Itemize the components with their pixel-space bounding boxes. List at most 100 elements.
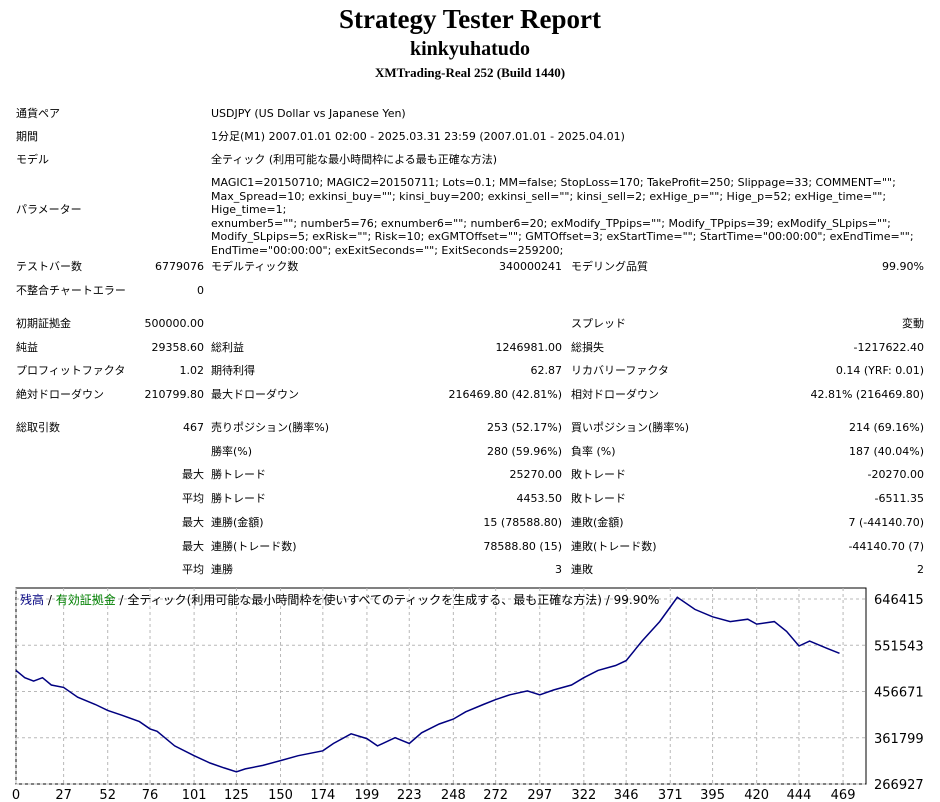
loss-rate-label: 負率 (%) xyxy=(571,445,616,458)
period-label: 期間 xyxy=(16,130,38,143)
max-cons-loss-cnt-value: -44140.70 (7) xyxy=(848,540,924,553)
max-prefix-3: 最大 xyxy=(182,540,204,553)
avg-prefix-2: 平均 xyxy=(182,563,204,576)
avg-cons-loss-label: 連敗 xyxy=(571,563,593,576)
deposit-value: 500000.00 xyxy=(144,317,205,330)
bars-value: 6779076 xyxy=(155,260,204,273)
balance-series-line xyxy=(15,596,840,773)
avg-win-value: 4453.50 xyxy=(516,492,563,505)
max-cons-loss-amt-label: 連敗(金額) xyxy=(571,516,624,529)
bars-label: テストバー数 xyxy=(16,260,82,273)
chart-legend: 残高 / 有効証拠金 / 全ティック(利用可能な最小時間枠を使いすべてのティック… xyxy=(20,592,659,607)
recovery-value: 0.14 (YRF: 0.01) xyxy=(835,364,924,377)
max-cons-win-cnt-value: 78588.80 (15) xyxy=(483,540,562,553)
x-tick-label: 346 xyxy=(614,788,639,802)
x-tick-label: 150 xyxy=(268,788,293,802)
expected-value: 62.87 xyxy=(530,364,563,377)
x-axis-labels: 0 27 52 76 101 125 150 174 199 223 248 272 297 322 346… xyxy=(12,788,856,802)
ticks-value: 340000241 xyxy=(499,260,562,273)
max-loss-label: 敗トレード xyxy=(571,468,626,481)
legend-rest: / 全ティック(利用可能な最小時間枠を使いすべてのティックを生成する、最も正確な… xyxy=(116,592,660,607)
short-label: 売りポジション(勝率%) xyxy=(211,421,330,434)
x-tick-label: 272 xyxy=(483,788,508,802)
recovery-label: リカバリーファクタ xyxy=(571,364,669,377)
report-title: Strategy Tester Report xyxy=(339,4,601,34)
x-tick-label: 223 xyxy=(397,788,422,802)
y-tick-label: 266927 xyxy=(874,778,924,793)
pf-value: 1.02 xyxy=(179,364,205,377)
short-value: 253 (52.17%) xyxy=(486,421,562,434)
net-label: 純益 xyxy=(16,341,38,354)
gross-profit-value: 1246981.00 xyxy=(495,341,562,354)
x-tick-label: 199 xyxy=(355,788,380,802)
y-tick-label: 361799 xyxy=(874,732,924,747)
ticks-label: モデルティック数 xyxy=(211,260,299,273)
deposit-label: 初期証拠金 xyxy=(16,317,71,330)
rel-dd-value: 42.81% (216469.80) xyxy=(810,388,924,401)
win-rate-label: 勝率(%) xyxy=(211,445,253,458)
max-win-value: 25270.00 xyxy=(509,468,563,481)
balance-chart: 646415 551543 456671 361799 266927 0 27 52 76 10… xyxy=(12,587,924,802)
x-tick-label: 322 xyxy=(571,788,596,802)
period-value: 1分足(M1) 2007.01.01 02:00 - 2025.03.31 23… xyxy=(211,130,625,143)
spread-value: 変動 xyxy=(902,317,924,330)
gross-loss-label: 総損失 xyxy=(571,341,604,354)
account-name: kinkyuhatudo xyxy=(409,38,531,60)
max-cons-win-amt-label: 連勝(金額) xyxy=(211,516,264,529)
total-trades-label: 総取引数 xyxy=(16,421,60,434)
abs-dd-label: 絶対ドローダウン xyxy=(16,388,104,401)
avg-loss-value: -6511.35 xyxy=(874,492,924,505)
gross-loss-value: -1217622.40 xyxy=(853,341,924,354)
gross-profit-label: 総利益 xyxy=(211,341,244,354)
pair-value: USDJPY (US Dollar vs Japanese Yen) xyxy=(211,107,406,120)
quality-value: 99.90% xyxy=(882,260,924,273)
x-tick-label: 371 xyxy=(658,788,683,802)
max-win-label: 勝トレード xyxy=(211,468,266,481)
x-tick-label: 52 xyxy=(99,788,116,802)
max-prefix-1: 最大 xyxy=(182,468,204,481)
chart-frame xyxy=(15,587,867,785)
y-tick-label: 551543 xyxy=(874,639,924,654)
max-cons-win-cnt-label: 連勝(トレード数) xyxy=(211,540,297,553)
max-cons-win-amt-value: 15 (78588.80) xyxy=(483,516,562,529)
y-axis-labels: 646415 551543 456671 361799 266927 xyxy=(874,593,924,793)
x-tick-label: 27 xyxy=(55,788,72,802)
avg-prefix-1: 平均 xyxy=(182,492,204,505)
x-tick-label: 297 xyxy=(527,788,552,802)
pair-label: 通貨ペア xyxy=(16,107,60,120)
legend-sep: / xyxy=(44,593,56,607)
x-tick-label: 0 xyxy=(12,788,20,802)
total-trades-value: 467 xyxy=(183,421,204,434)
x-tick-label: 395 xyxy=(700,788,725,802)
max-cons-loss-cnt-label: 連敗(トレード数) xyxy=(571,540,657,553)
avg-cons-win-label: 連勝 xyxy=(211,563,233,576)
y-tick-label: 646415 xyxy=(874,593,924,608)
legend-balance: 残高 xyxy=(20,592,44,607)
expected-label: 期待利得 xyxy=(211,364,255,377)
server-build: XMTrading-Real 252 (Build 1440) xyxy=(374,65,566,80)
avg-win-label: 勝トレード xyxy=(211,492,266,505)
mismatch-value: 0 xyxy=(197,284,204,297)
avg-cons-loss-value: 2 xyxy=(917,563,924,576)
model-value: 全ティック (利用可能な最小時間枠による最も正確な方法) xyxy=(211,153,498,166)
spread-label: スプレッド xyxy=(571,317,626,330)
max-dd-value: 216469.80 (42.81%) xyxy=(448,388,562,401)
model-label: モデル xyxy=(16,153,49,166)
mismatch-label: 不整合チャートエラー xyxy=(16,284,126,297)
abs-dd-value: 210799.80 xyxy=(144,388,205,401)
x-tick-label: 248 xyxy=(441,788,466,802)
pf-label: プロフィットファクタ xyxy=(16,364,126,377)
long-value: 214 (69.16%) xyxy=(848,421,924,434)
x-tick-label: 469 xyxy=(831,788,856,802)
max-loss-value: -20270.00 xyxy=(867,468,924,481)
x-tick-label: 174 xyxy=(310,788,335,802)
loss-rate-value: 187 (40.04%) xyxy=(848,445,924,458)
avg-loss-label: 敗トレード xyxy=(571,492,626,505)
params-value: MAGIC1=20150710; MAGIC2=20150711; Lots=0… xyxy=(211,176,914,257)
y-tick-label: 456671 xyxy=(874,686,924,701)
quality-label: モデリング品質 xyxy=(571,260,648,273)
long-label: 買いポジション(勝率%) xyxy=(571,421,690,434)
params-label: パラメーター xyxy=(16,203,82,216)
max-dd-label: 最大ドローダウン xyxy=(211,388,299,401)
net-value: 29358.60 xyxy=(151,341,205,354)
